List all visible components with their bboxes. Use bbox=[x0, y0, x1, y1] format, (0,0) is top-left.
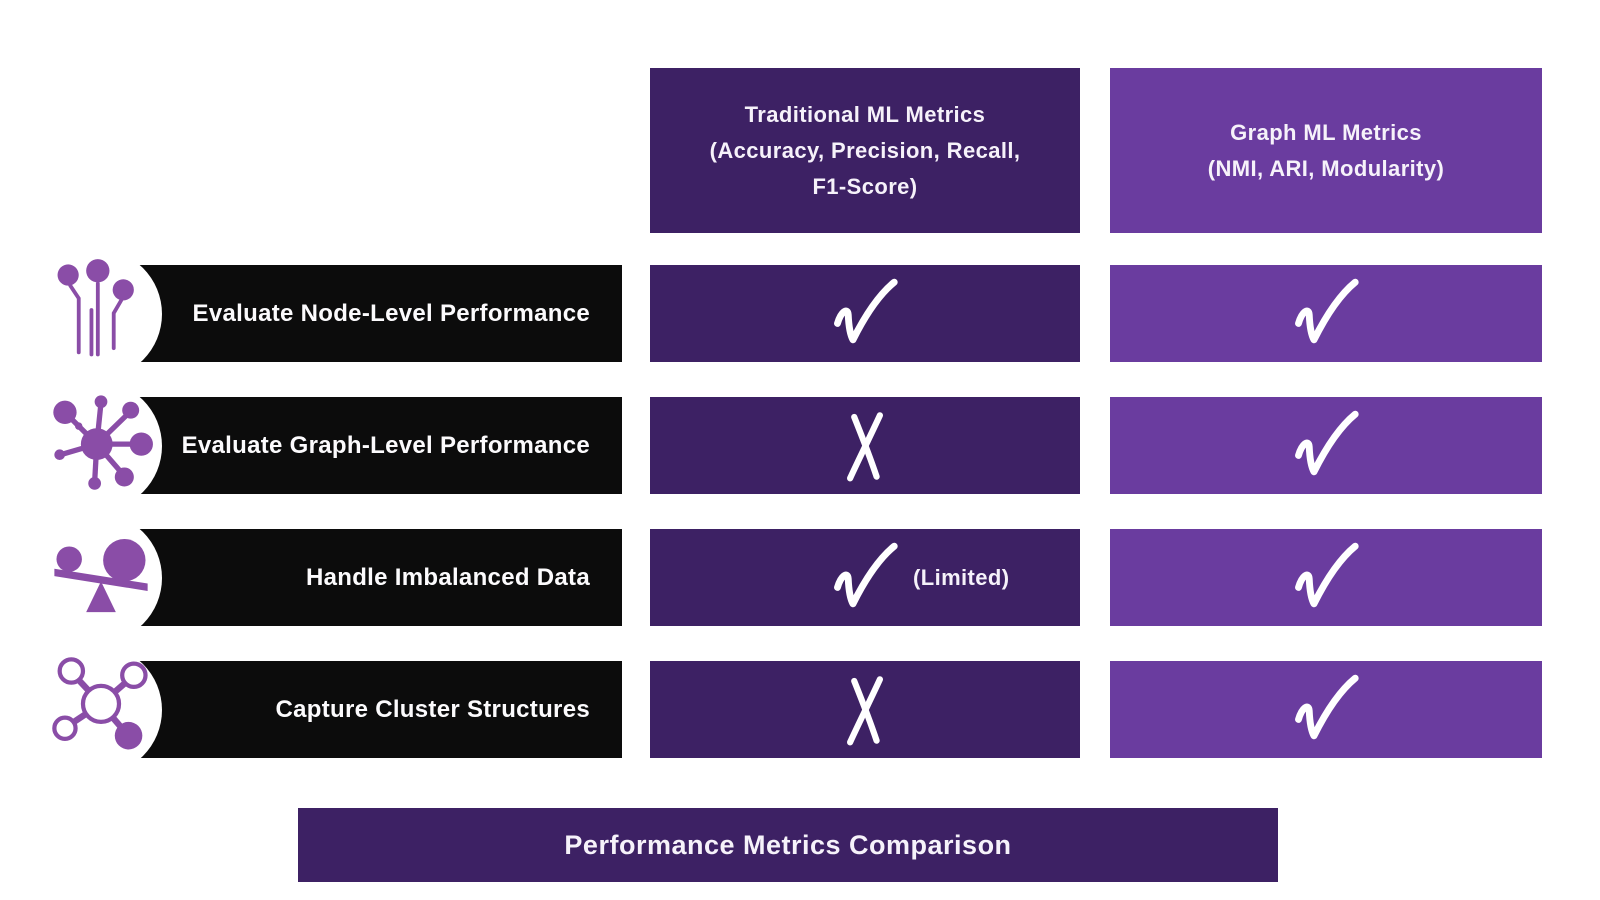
check-mark-icon bbox=[1283, 274, 1369, 354]
cell-traditional-imbalanced: (Limited) bbox=[650, 529, 1080, 626]
cell-note: (Limited) bbox=[913, 564, 1010, 590]
check-mark-icon bbox=[822, 274, 908, 354]
cell-traditional-cluster bbox=[650, 661, 1080, 758]
cell-graph-cluster bbox=[1110, 661, 1542, 758]
row-label-bar: Evaluate Graph-Level Performance bbox=[32, 381, 622, 511]
cell-traditional-node-level bbox=[650, 265, 1080, 362]
cell-traditional-graph-level bbox=[650, 397, 1080, 494]
column-header-graph-ml: Graph ML Metrics (NMI, ARI, Modularity) bbox=[1110, 68, 1542, 233]
column-header-traditional-ml: Traditional ML Metrics (Accuracy, Precis… bbox=[650, 68, 1080, 233]
row-label: Handle Imbalanced Data bbox=[305, 563, 590, 591]
cell-graph-graph-level bbox=[1110, 397, 1542, 494]
check-mark-icon bbox=[1283, 406, 1369, 486]
row-label-bar: Handle Imbalanced Data bbox=[32, 513, 622, 643]
cross-mark-icon bbox=[836, 670, 894, 750]
column-header-line: (NMI, ARI, Modularity) bbox=[1207, 155, 1445, 181]
balance-scale-icon bbox=[48, 521, 154, 627]
column-header-line: Traditional ML Metrics bbox=[744, 101, 986, 127]
footer-title-bar: Performance Metrics Comparison bbox=[298, 808, 1278, 882]
network-graph-icon bbox=[48, 389, 154, 495]
row-label-bar: Capture Cluster Structures bbox=[32, 645, 622, 775]
column-header-line: Graph ML Metrics bbox=[1230, 119, 1422, 145]
column-header-line: F1-Score) bbox=[812, 173, 918, 199]
cluster-icon bbox=[48, 653, 154, 759]
column-header-line: (Accuracy, Precision, Recall, bbox=[709, 137, 1021, 163]
cell-graph-imbalanced bbox=[1110, 529, 1542, 626]
check-mark-icon bbox=[1283, 670, 1369, 750]
check-mark-icon bbox=[822, 538, 908, 618]
row-label: Capture Cluster Structures bbox=[275, 695, 590, 723]
node-pins-icon bbox=[48, 257, 154, 363]
row-label-bar: Evaluate Node-Level Performance bbox=[32, 249, 622, 379]
cross-mark-icon bbox=[836, 406, 894, 486]
row-label: Evaluate Graph-Level Performance bbox=[181, 431, 590, 459]
cell-graph-node-level bbox=[1110, 265, 1542, 362]
row-label: Evaluate Node-Level Performance bbox=[192, 299, 590, 327]
footer-title: Performance Metrics Comparison bbox=[564, 829, 1012, 860]
check-mark-icon bbox=[1283, 538, 1369, 618]
